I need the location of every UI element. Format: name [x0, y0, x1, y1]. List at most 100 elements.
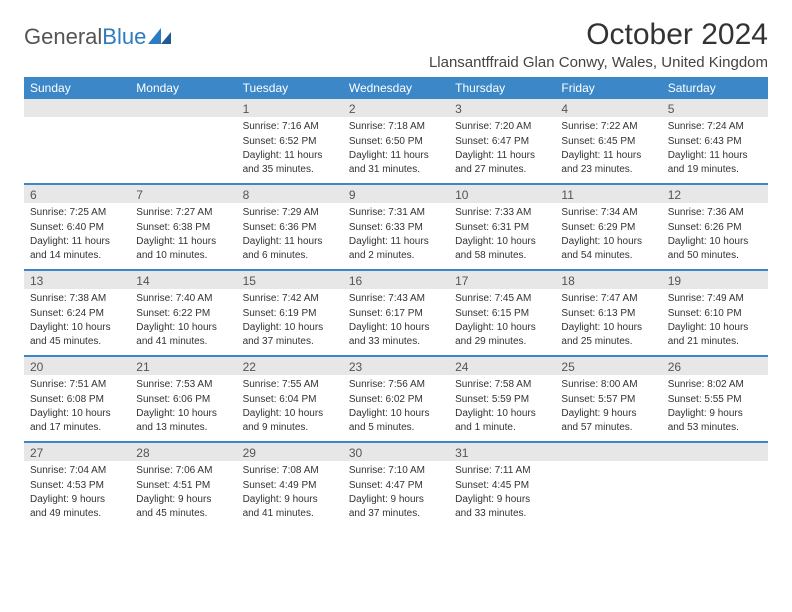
day-content: Sunrise: 7:24 AMSunset: 6:43 PMDaylight:… — [662, 117, 768, 183]
daylight-text: Daylight: 11 hours and 23 minutes. — [561, 149, 655, 176]
sunrise-text: Sunrise: 7:47 AM — [561, 292, 655, 306]
day-content: Sunrise: 7:08 AMSunset: 4:49 PMDaylight:… — [237, 461, 343, 527]
day-cell: 30Sunrise: 7:10 AMSunset: 4:47 PMDayligh… — [343, 443, 449, 527]
day-number — [24, 99, 130, 117]
day-content: Sunrise: 8:02 AMSunset: 5:55 PMDaylight:… — [662, 375, 768, 441]
day-content: Sunrise: 7:31 AMSunset: 6:33 PMDaylight:… — [343, 203, 449, 269]
day-number — [130, 99, 236, 117]
week-row: 20Sunrise: 7:51 AMSunset: 6:08 PMDayligh… — [24, 355, 768, 441]
sunrise-text: Sunrise: 7:49 AM — [668, 292, 762, 306]
day-number: 11 — [555, 185, 661, 203]
daylight-text: Daylight: 10 hours and 13 minutes. — [136, 407, 230, 434]
day-cell: 4 Sunrise: 7:22 AMSunset: 6:45 PMDaylight… — [555, 99, 661, 183]
day-number: 22 — [237, 357, 343, 375]
day-content — [130, 117, 236, 126]
sunrise-text: Sunrise: 7:27 AM — [136, 206, 230, 220]
header: GeneralBlue October 2024 Llansantffraid … — [24, 18, 768, 71]
daylight-text: Daylight: 10 hours and 25 minutes. — [561, 321, 655, 348]
day-cell: 29Sunrise: 7:08 AMSunset: 4:49 PMDayligh… — [237, 443, 343, 527]
day-content: Sunrise: 7:40 AMSunset: 6:22 PMDaylight:… — [130, 289, 236, 355]
day-number: 27 — [24, 443, 130, 461]
sunset-text: Sunset: 4:45 PM — [455, 479, 549, 493]
sunset-text: Sunset: 5:55 PM — [668, 393, 762, 407]
daylight-text: Daylight: 9 hours and 45 minutes. — [136, 493, 230, 520]
day-content: Sunrise: 7:55 AMSunset: 6:04 PMDaylight:… — [237, 375, 343, 441]
daylight-text: Daylight: 9 hours and 49 minutes. — [30, 493, 124, 520]
week-row: 27Sunrise: 7:04 AMSunset: 4:53 PMDayligh… — [24, 441, 768, 527]
sunset-text: Sunset: 6:10 PM — [668, 307, 762, 321]
sunrise-text: Sunrise: 7:55 AM — [243, 378, 337, 392]
daylight-text: Daylight: 10 hours and 41 minutes. — [136, 321, 230, 348]
location-text: Llansantffraid Glan Conwy, Wales, United… — [429, 54, 768, 71]
day-content: Sunrise: 7:42 AMSunset: 6:19 PMDaylight:… — [237, 289, 343, 355]
day-number: 4 — [555, 99, 661, 117]
daylight-text: Daylight: 10 hours and 21 minutes. — [668, 321, 762, 348]
daylight-text: Daylight: 10 hours and 29 minutes. — [455, 321, 549, 348]
day-cell: 28Sunrise: 7:06 AMSunset: 4:51 PMDayligh… — [130, 443, 236, 527]
sunrise-text: Sunrise: 7:53 AM — [136, 378, 230, 392]
sunrise-text: Sunrise: 7:20 AM — [455, 120, 549, 134]
day-number: 10 — [449, 185, 555, 203]
day-content: Sunrise: 7:45 AMSunset: 6:15 PMDaylight:… — [449, 289, 555, 355]
sunset-text: Sunset: 6:40 PM — [30, 221, 124, 235]
sunset-text: Sunset: 6:04 PM — [243, 393, 337, 407]
day-content: Sunrise: 7:43 AMSunset: 6:17 PMDaylight:… — [343, 289, 449, 355]
sunset-text: Sunset: 6:17 PM — [349, 307, 443, 321]
daylight-text: Daylight: 11 hours and 19 minutes. — [668, 149, 762, 176]
daylight-text: Daylight: 11 hours and 6 minutes. — [243, 235, 337, 262]
sunset-text: Sunset: 6:15 PM — [455, 307, 549, 321]
sunset-text: Sunset: 5:59 PM — [455, 393, 549, 407]
daylight-text: Daylight: 10 hours and 54 minutes. — [561, 235, 655, 262]
sunrise-text: Sunrise: 7:36 AM — [668, 206, 762, 220]
day-number: 20 — [24, 357, 130, 375]
day-cell: 18Sunrise: 7:47 AMSunset: 6:13 PMDayligh… — [555, 271, 661, 355]
sunrise-text: Sunrise: 7:16 AM — [243, 120, 337, 134]
brand-text-2: Blue — [102, 24, 146, 50]
daylight-text: Daylight: 9 hours and 57 minutes. — [561, 407, 655, 434]
day-cell: 14Sunrise: 7:40 AMSunset: 6:22 PMDayligh… — [130, 271, 236, 355]
sunrise-text: Sunrise: 7:31 AM — [349, 206, 443, 220]
day-content: Sunrise: 7:11 AMSunset: 4:45 PMDaylight:… — [449, 461, 555, 527]
sunrise-text: Sunrise: 7:22 AM — [561, 120, 655, 134]
sunset-text: Sunset: 4:47 PM — [349, 479, 443, 493]
day-number: 16 — [343, 271, 449, 289]
daylight-text: Daylight: 11 hours and 2 minutes. — [349, 235, 443, 262]
day-number: 1 — [237, 99, 343, 117]
day-number: 28 — [130, 443, 236, 461]
day-number: 25 — [555, 357, 661, 375]
title-block: October 2024 Llansantffraid Glan Conwy, … — [429, 18, 768, 71]
daylight-text: Daylight: 11 hours and 31 minutes. — [349, 149, 443, 176]
day-number: 29 — [237, 443, 343, 461]
day-number: 2 — [343, 99, 449, 117]
day-cell: 24Sunrise: 7:58 AMSunset: 5:59 PMDayligh… — [449, 357, 555, 441]
day-number: 5 — [662, 99, 768, 117]
sunrise-text: Sunrise: 7:56 AM — [349, 378, 443, 392]
day-cell — [130, 99, 236, 183]
sunset-text: Sunset: 6:06 PM — [136, 393, 230, 407]
week-row: 13Sunrise: 7:38 AMSunset: 6:24 PMDayligh… — [24, 269, 768, 355]
day-number — [555, 443, 661, 461]
sunset-text: Sunset: 6:45 PM — [561, 135, 655, 149]
day-content: Sunrise: 7:20 AMSunset: 6:47 PMDaylight:… — [449, 117, 555, 183]
day-cell: 8Sunrise: 7:29 AMSunset: 6:36 PMDaylight… — [237, 185, 343, 269]
day-number: 12 — [662, 185, 768, 203]
day-cell: 31Sunrise: 7:11 AMSunset: 4:45 PMDayligh… — [449, 443, 555, 527]
daylight-text: Daylight: 9 hours and 41 minutes. — [243, 493, 337, 520]
day-cell: 16Sunrise: 7:43 AMSunset: 6:17 PMDayligh… — [343, 271, 449, 355]
sunset-text: Sunset: 5:57 PM — [561, 393, 655, 407]
sunset-text: Sunset: 6:47 PM — [455, 135, 549, 149]
day-content: Sunrise: 7:06 AMSunset: 4:51 PMDaylight:… — [130, 461, 236, 527]
day-cell: 26Sunrise: 8:02 AMSunset: 5:55 PMDayligh… — [662, 357, 768, 441]
day-cell: 21Sunrise: 7:53 AMSunset: 6:06 PMDayligh… — [130, 357, 236, 441]
day-number — [662, 443, 768, 461]
sunrise-text: Sunrise: 7:58 AM — [455, 378, 549, 392]
sunrise-text: Sunrise: 7:25 AM — [30, 206, 124, 220]
day-content: Sunrise: 7:34 AMSunset: 6:29 PMDaylight:… — [555, 203, 661, 269]
brand-text-1: General — [24, 24, 102, 50]
day-content: Sunrise: 7:10 AMSunset: 4:47 PMDaylight:… — [343, 461, 449, 527]
day-cell: 1Sunrise: 7:16 AMSunset: 6:52 PMDaylight… — [237, 99, 343, 183]
sunrise-text: Sunrise: 7:08 AM — [243, 464, 337, 478]
sunset-text: Sunset: 6:38 PM — [136, 221, 230, 235]
sunrise-text: Sunrise: 7:51 AM — [30, 378, 124, 392]
sunset-text: Sunset: 4:51 PM — [136, 479, 230, 493]
